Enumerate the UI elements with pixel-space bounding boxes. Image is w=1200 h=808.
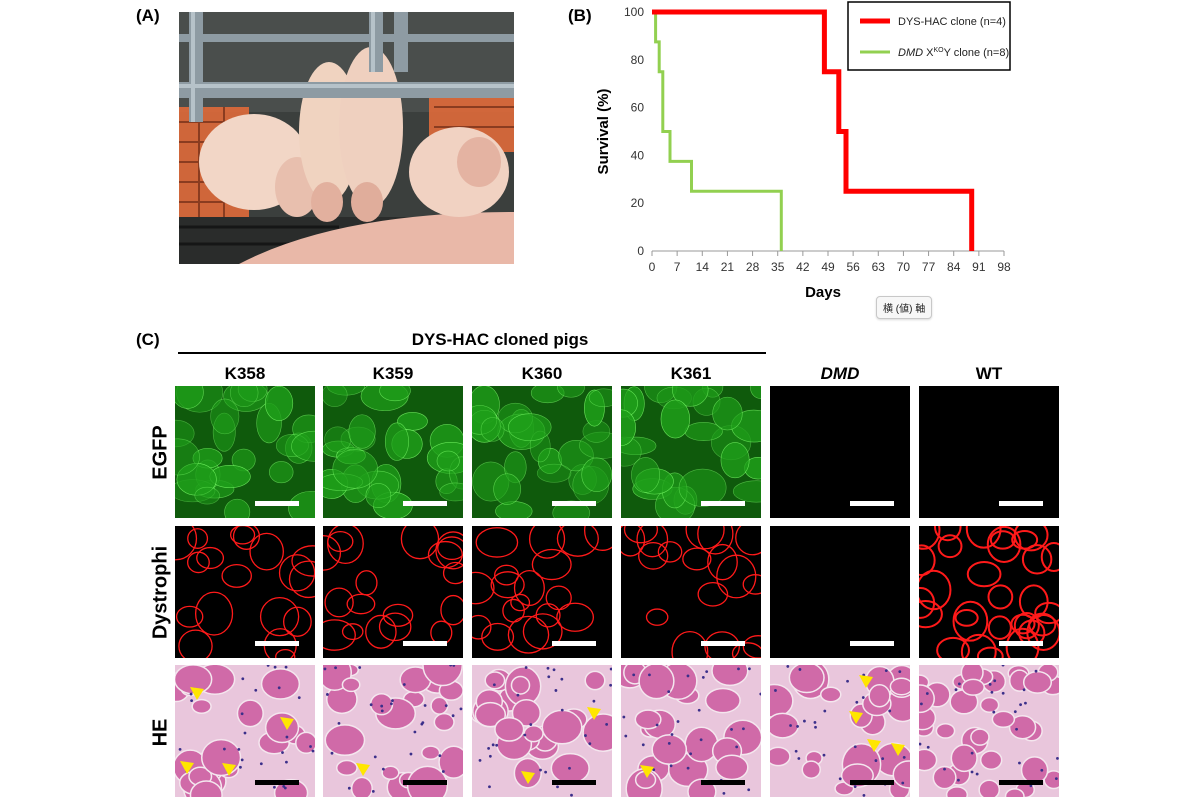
y-tick-label: 80 bbox=[631, 53, 645, 67]
arrowhead-marker bbox=[867, 739, 881, 752]
x-tick-label: 91 bbox=[972, 260, 986, 274]
legend-label-dys-hac: DYS-HAC clone (n=4) bbox=[898, 16, 1006, 28]
arrowhead-marker bbox=[849, 711, 863, 724]
micrograph-he-k361 bbox=[621, 665, 761, 797]
micrograph-egfp-dmd bbox=[770, 386, 910, 518]
micrograph-egfp-k361 bbox=[621, 386, 761, 518]
scale-bar bbox=[403, 780, 447, 785]
chart-legend: DYS-HAC clone (n=4) DMD XKOY clone (n=8) bbox=[847, 1, 1011, 71]
micrograph-dystrophin-dmd bbox=[770, 526, 910, 658]
x-tick-label: 0 bbox=[649, 260, 656, 274]
panel-a-label: (A) bbox=[136, 6, 160, 25]
scale-bar bbox=[255, 501, 299, 506]
micrograph-dystrophin-k358 bbox=[175, 526, 315, 658]
column-label-k361: K361 bbox=[670, 364, 712, 383]
arrowhead-marker bbox=[587, 707, 601, 720]
y-tick-label: 0 bbox=[637, 244, 644, 258]
y-tick-label: 40 bbox=[631, 148, 645, 162]
micrograph-egfp-k359 bbox=[323, 386, 463, 518]
arrowhead-marker bbox=[356, 763, 370, 776]
row-label-dystrophin: Dystrophi bbox=[149, 545, 172, 640]
scale-bar bbox=[403, 501, 447, 506]
arrowhead-marker bbox=[859, 675, 873, 688]
x-tick-label: 7 bbox=[674, 260, 681, 274]
scale-bar bbox=[850, 501, 894, 506]
x-tick-label: 28 bbox=[746, 260, 760, 274]
scale-bar bbox=[255, 641, 299, 646]
x-tick-label: 56 bbox=[846, 260, 860, 274]
row-label-he: HE bbox=[149, 718, 172, 747]
scale-bar bbox=[552, 780, 596, 785]
x-tick-label: 63 bbox=[872, 260, 886, 274]
x-tick-label: 14 bbox=[696, 260, 710, 274]
scale-bar bbox=[999, 641, 1043, 646]
scale-bar bbox=[403, 641, 447, 646]
micrograph-egfp-k358 bbox=[175, 386, 315, 518]
scale-bar bbox=[850, 641, 894, 646]
group-label: DYS-HAC cloned pigs bbox=[411, 330, 589, 349]
micrograph-he-wt bbox=[919, 665, 1059, 797]
column-label-k360: K360 bbox=[521, 364, 563, 383]
micrograph-egfp-wt bbox=[919, 386, 1059, 518]
scale-bar bbox=[552, 501, 596, 506]
x-tick-label: 35 bbox=[771, 260, 785, 274]
scale-bar bbox=[701, 641, 745, 646]
scale-bar bbox=[552, 641, 596, 646]
y-tick-label: 100 bbox=[624, 5, 644, 19]
x-tick-label: 77 bbox=[922, 260, 936, 274]
scale-bar bbox=[999, 780, 1043, 785]
y-axis-label: Survival (%) bbox=[595, 89, 612, 175]
panel-b-label: (B) bbox=[568, 6, 592, 25]
arrowhead-marker bbox=[521, 771, 535, 784]
arrowhead-marker bbox=[891, 743, 905, 756]
micrograph-dystrophin-k359 bbox=[323, 526, 463, 658]
column-label-k358: K358 bbox=[224, 364, 266, 383]
survival-chart: 0 20 40 60 80 100 0 7 14 21 28 35 42 49 56 63 70 77 84 91 9… bbox=[595, 1, 1011, 301]
group-bracket-line bbox=[178, 352, 766, 354]
scale-bar bbox=[999, 501, 1043, 506]
micrograph-dystrophin-wt bbox=[919, 526, 1059, 658]
micrograph-he-k359 bbox=[323, 665, 463, 797]
micrograph-he-k360 bbox=[472, 665, 612, 797]
micrograph-he-dmd bbox=[770, 665, 910, 797]
scale-bar bbox=[850, 780, 894, 785]
scale-bar bbox=[701, 780, 745, 785]
piglets-photo bbox=[179, 12, 514, 264]
scale-bar bbox=[701, 501, 745, 506]
legend-label-dmd: DMD XKOY clone (n=8) bbox=[898, 47, 1009, 59]
x-axis-label: Days bbox=[805, 284, 841, 301]
arrowhead-marker bbox=[280, 717, 294, 730]
arrowhead-marker bbox=[190, 687, 204, 700]
x-tick-label: 98 bbox=[997, 260, 1011, 274]
micrograph-he-k358 bbox=[175, 665, 315, 797]
y-tick-label: 60 bbox=[631, 101, 645, 115]
arrowhead-marker bbox=[222, 763, 236, 776]
micrograph-dystrophin-k361 bbox=[621, 526, 761, 658]
panel-c-label: (C) bbox=[136, 330, 160, 349]
series-dmd-line bbox=[652, 10, 783, 251]
y-tick-label: 20 bbox=[631, 196, 645, 210]
column-label-dmd: DMD bbox=[820, 364, 860, 383]
column-label-wt: WT bbox=[975, 364, 1003, 383]
scale-bar bbox=[255, 780, 299, 785]
arrowhead-marker bbox=[640, 765, 654, 778]
x-tick-label: 49 bbox=[821, 260, 835, 274]
micrograph-egfp-k360 bbox=[472, 386, 612, 518]
micrograph-dystrophin-k360 bbox=[472, 526, 612, 658]
x-tick-label: 21 bbox=[721, 260, 735, 274]
row-label-egfp: EGFP bbox=[149, 425, 172, 480]
x-tick-label: 84 bbox=[947, 260, 961, 274]
x-tick-label: 70 bbox=[897, 260, 911, 274]
series-dys-hac-line bbox=[652, 9, 975, 251]
x-tick-label: 42 bbox=[796, 260, 810, 274]
column-label-k359: K359 bbox=[372, 364, 414, 383]
arrowhead-marker bbox=[180, 761, 194, 774]
axis-tooltip: 横 (値) 軸 bbox=[876, 296, 933, 319]
